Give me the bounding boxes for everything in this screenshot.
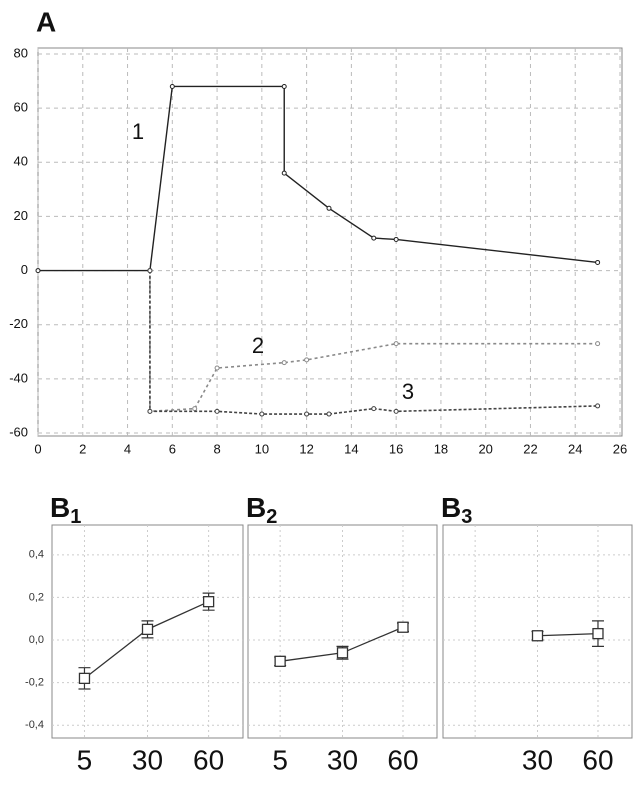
panel-title: B1 (50, 492, 81, 528)
point (202, 596, 215, 608)
y-tick-label: -40 (9, 370, 28, 385)
point (595, 403, 601, 409)
y-tick-label: -60 (9, 424, 28, 439)
x-tick-label: 8 (213, 441, 220, 456)
series-label: 1 (132, 119, 144, 144)
x-tick-label: 60 (387, 744, 418, 775)
x-tick-label: 30 (522, 744, 553, 775)
point (192, 406, 198, 412)
point (147, 268, 153, 274)
point (259, 411, 265, 417)
point (393, 341, 399, 347)
x-tick-label: 16 (389, 441, 403, 456)
point (169, 83, 175, 89)
y-tick-label: -0,4 (25, 719, 44, 731)
x-tick-label: 14 (344, 441, 358, 456)
point (214, 408, 220, 414)
series-line (38, 85, 598, 272)
title-subscript: 1 (70, 506, 81, 528)
point (304, 357, 310, 363)
panel-title: A (36, 6, 56, 37)
point (531, 630, 544, 642)
x-tick-label: 24 (568, 441, 582, 456)
point (78, 672, 91, 685)
y-tick-label: 60 (14, 100, 28, 115)
x-tick-label: 4 (124, 441, 131, 456)
series-label: 3 (402, 379, 414, 404)
y-tick-label: 0,2 (29, 591, 44, 603)
title-subscript: 2 (266, 506, 277, 528)
point (595, 259, 601, 265)
point (35, 268, 41, 274)
y-tick-label: 80 (14, 45, 28, 60)
x-tick-label: 10 (255, 441, 269, 456)
title-letter: B (441, 492, 461, 523)
x-tick-label: 2 (79, 441, 86, 456)
x-tick-label: 60 (193, 744, 224, 775)
point (141, 623, 154, 636)
point (595, 341, 601, 347)
y-tick-label: 0 (21, 262, 28, 277)
title-letter: B (246, 492, 266, 523)
x-tick-label: 20 (478, 441, 492, 456)
plot-frame (37, 47, 623, 437)
point (214, 365, 220, 371)
x-tick-label: 30 (132, 744, 163, 775)
point (371, 235, 377, 241)
point (281, 170, 287, 176)
point (281, 83, 287, 89)
y-tick-label: 40 (14, 154, 28, 169)
point (393, 408, 399, 414)
x-tick-label: 12 (299, 441, 313, 456)
x-tick-label: 26 (613, 441, 627, 456)
y-tick-label: 0,0 (29, 634, 44, 646)
x-tick-label: 30 (327, 744, 358, 775)
y-tick-label: -20 (9, 316, 28, 331)
x-tick-label: 5 (77, 744, 93, 775)
series-line (149, 270, 598, 413)
x-tick-label: 18 (434, 441, 448, 456)
panel-title: B2 (246, 492, 277, 528)
y-tick-label: 0,4 (29, 549, 44, 561)
x-tick-label: 22 (523, 441, 537, 456)
x-tick-label: 60 (582, 744, 613, 775)
y-tick-label: -0,2 (25, 677, 44, 689)
point (326, 205, 332, 211)
point (336, 647, 349, 659)
x-tick-label: 5 (272, 744, 288, 775)
point (147, 408, 153, 414)
title-subscript: 3 (461, 506, 472, 528)
point (371, 406, 377, 412)
title-letter: B (50, 492, 70, 523)
point (393, 236, 399, 242)
point (326, 411, 332, 417)
panel-title: B3 (441, 492, 472, 528)
x-tick-label: 6 (169, 441, 176, 456)
point (592, 627, 604, 640)
series-label: 2 (252, 333, 264, 358)
x-tick-label: 0 (34, 441, 41, 456)
point (281, 360, 287, 366)
point (304, 411, 310, 417)
point (397, 621, 409, 633)
series-line (537, 632, 599, 637)
point (274, 655, 286, 667)
y-tick-label: 20 (14, 208, 28, 223)
